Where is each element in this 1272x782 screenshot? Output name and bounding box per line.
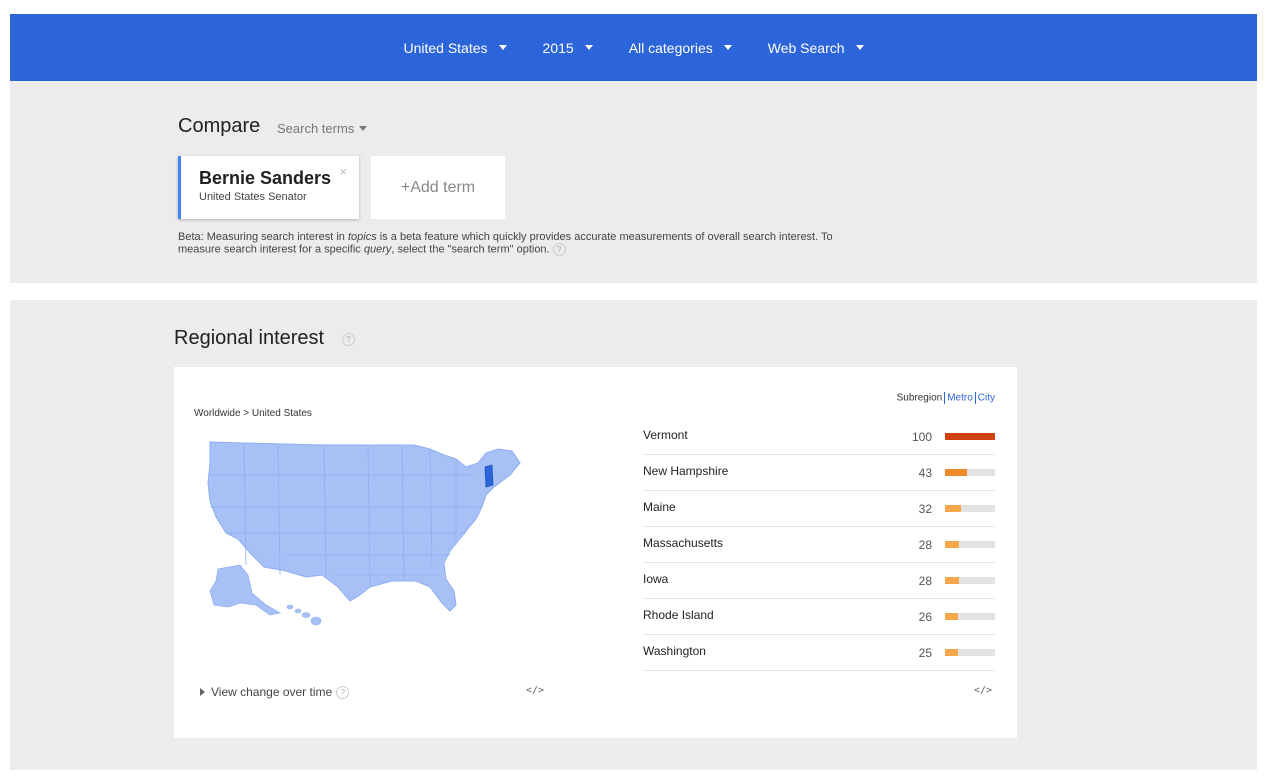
view-change-label: View change over time xyxy=(211,685,333,699)
beta-text-3: , select the "search term" option. xyxy=(391,243,550,256)
compare-panel: Compare Search terms Bernie Sanders Unit… xyxy=(10,81,1257,283)
state-borders xyxy=(210,442,480,588)
region-list: Vermont 100 New Hampshire 43 Maine 32 Massachu… xyxy=(643,419,995,671)
regional-interest-panel: Regional interest ? Worldwide > United S… xyxy=(10,300,1257,770)
region-bar-fill xyxy=(945,649,958,656)
region-name: Massachusetts xyxy=(643,536,724,550)
region-bar-track xyxy=(945,649,995,656)
help-icon[interactable]: ? xyxy=(336,685,350,699)
regional-interest-title: Regional interest xyxy=(174,327,325,349)
category-dropdown[interactable]: All categories xyxy=(629,40,732,56)
embed-code-icon[interactable]: </> xyxy=(974,685,993,696)
region-bar-fill xyxy=(945,613,958,620)
region-value: 43 xyxy=(918,466,932,480)
beta-notice: Beta: Measuring search interest in topic… xyxy=(178,231,878,256)
embed-code-icon[interactable]: </> xyxy=(526,685,545,696)
beta-text-2: is a beta feature which quickly provides… xyxy=(178,231,833,256)
region-row[interactable]: Massachusetts 28 xyxy=(643,527,995,563)
region-value: 28 xyxy=(918,574,932,588)
caret-down-icon xyxy=(584,45,593,50)
year-dropdown-label: 2015 xyxy=(542,39,574,56)
region-row[interactable]: New Hampshire 43 xyxy=(643,455,995,491)
compare-title: Compare xyxy=(178,115,261,137)
region-dropdown-label: United States xyxy=(403,39,488,56)
region-bar-track xyxy=(945,505,995,512)
region-value: 28 xyxy=(918,538,932,552)
breadcrumb: Worldwide > United States xyxy=(194,408,312,419)
region-bar-track xyxy=(945,541,995,548)
region-row[interactable]: Vermont 100 xyxy=(643,419,995,455)
region-bar-fill xyxy=(945,433,995,440)
regional-card: Worldwide > United States View change ov… xyxy=(174,367,1017,738)
term-card[interactable]: Bernie Sanders United States Senator × xyxy=(178,156,359,219)
region-value: 26 xyxy=(918,610,932,624)
tab-metro[interactable]: Metro xyxy=(947,392,973,404)
caret-down-icon xyxy=(855,45,864,50)
help-icon[interactable]: ? xyxy=(342,333,355,346)
region-name: New Hampshire xyxy=(643,464,729,478)
caret-down-icon xyxy=(723,45,732,50)
geo-resolution-tabs: Subregion Metro City xyxy=(897,392,995,404)
compare-mode-dropdown[interactable]: Search terms xyxy=(277,121,368,136)
region-value: 25 xyxy=(918,646,932,660)
region-name: Washington xyxy=(643,644,706,658)
region-value: 100 xyxy=(911,430,932,444)
region-bar-track xyxy=(945,577,995,584)
region-bar-track xyxy=(945,433,995,440)
region-bar-fill xyxy=(945,469,967,476)
region-dropdown[interactable]: United States xyxy=(403,39,507,56)
category-dropdown-label: All categories xyxy=(628,39,713,56)
tab-subregion[interactable]: Subregion xyxy=(896,392,943,404)
region-row[interactable]: Rhode Island 26 xyxy=(643,599,995,635)
region-name: Iowa xyxy=(643,572,669,586)
view-change-over-time-toggle[interactable]: View change over time ? xyxy=(200,685,350,699)
region-bar-track xyxy=(945,613,995,620)
us-map[interactable] xyxy=(194,435,534,635)
vermont-highlight[interactable] xyxy=(484,464,494,488)
region-bar-track xyxy=(945,469,995,476)
region-row[interactable]: Washington 25 xyxy=(643,635,995,671)
region-bar-fill xyxy=(945,541,959,548)
region-bar-fill xyxy=(945,577,959,584)
filter-bar: United States 2015 All categories Web Se… xyxy=(10,14,1257,81)
year-dropdown[interactable]: 2015 xyxy=(543,40,593,56)
search-type-dropdown[interactable]: Web Search xyxy=(768,40,864,56)
beta-text-1: Beta: Measuring search interest in xyxy=(178,231,348,243)
add-term-button[interactable]: +Add term xyxy=(371,156,505,219)
tab-city[interactable]: City xyxy=(977,392,995,404)
alaska-shape xyxy=(209,564,282,616)
beta-query: query xyxy=(363,243,392,256)
region-row[interactable]: Maine 32 xyxy=(643,491,995,527)
remove-term-icon[interactable]: × xyxy=(339,164,347,179)
term-subtitle: United States Senator xyxy=(199,191,307,203)
region-bar-fill xyxy=(945,505,961,512)
region-value: 32 xyxy=(918,502,932,516)
beta-topics: topics xyxy=(347,231,377,243)
region-row[interactable]: Iowa 28 xyxy=(643,563,995,599)
caret-down-icon xyxy=(359,126,368,131)
us-mainland-shape xyxy=(207,441,521,612)
triangle-right-icon xyxy=(200,688,205,696)
term-name: Bernie Sanders xyxy=(199,168,332,188)
help-icon[interactable]: ? xyxy=(552,243,566,256)
region-name: Vermont xyxy=(643,428,688,442)
compare-mode-label: Search terms xyxy=(277,121,355,136)
search-type-dropdown-label: Web Search xyxy=(767,39,845,56)
tab-divider xyxy=(974,392,976,404)
region-name: Maine xyxy=(643,500,676,514)
caret-down-icon xyxy=(498,45,507,50)
region-name: Rhode Island xyxy=(643,608,714,622)
hawaii-shape xyxy=(286,604,322,626)
tab-divider xyxy=(944,392,946,404)
